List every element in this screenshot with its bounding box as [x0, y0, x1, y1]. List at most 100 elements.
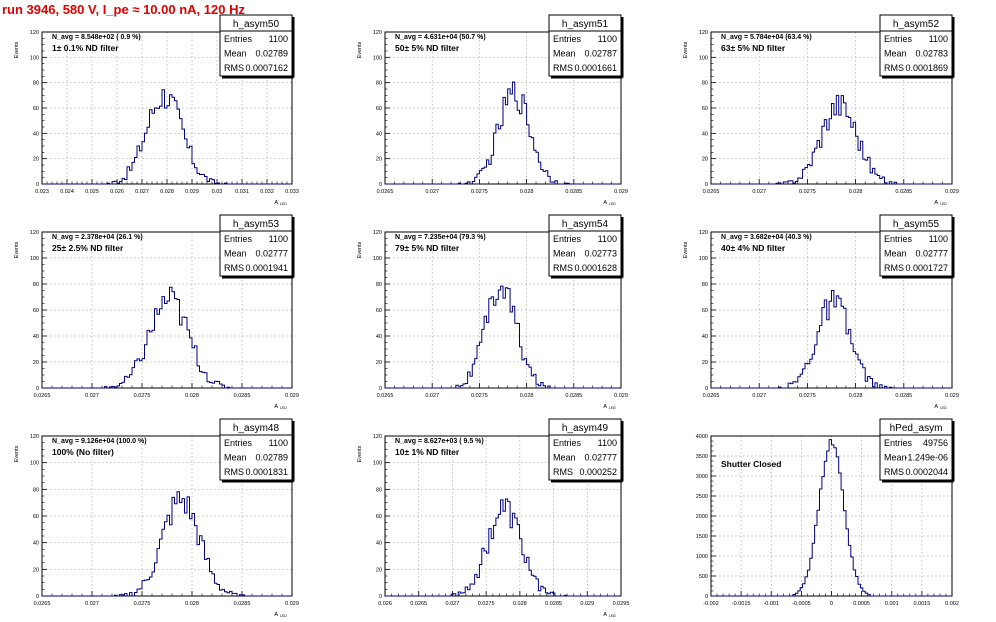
y-tick-label: 60 [376, 308, 382, 314]
x-tick-label: 0.0285 [565, 189, 582, 195]
y-tick-label: 20 [33, 567, 39, 573]
stats-value: 0.000252 [579, 467, 617, 477]
x-axis-label: A [274, 404, 278, 410]
stats-value: 1100 [929, 34, 948, 44]
stats-key: RMS [224, 467, 244, 477]
stats-key: Entries [224, 34, 253, 44]
x-tick-label: 0.029 [580, 601, 594, 607]
y-tick-label: 0 [379, 182, 382, 188]
stats-key: Mean [884, 249, 907, 259]
stats-key: RMS [224, 63, 244, 73]
x-tick-label: 0.027 [425, 393, 439, 399]
y-tick-label: 0 [705, 386, 708, 392]
stats-box [548, 418, 622, 481]
x-tick-label: 0.001 [885, 601, 899, 607]
y-tick-label: 100 [373, 256, 382, 262]
x-tick-label: 0.028 [520, 189, 534, 195]
y-tick-label: 20 [376, 360, 382, 366]
filter-label: 63± 5% ND filter [721, 43, 786, 53]
y-tick-label: 120 [699, 30, 708, 36]
x-tick-label: 0.0285 [234, 393, 251, 399]
stats-value: 1100 [929, 234, 948, 244]
stats-key: Entries [553, 34, 582, 44]
y-tick-label: 40 [33, 131, 39, 137]
stats-value: 0.0002044 [905, 467, 948, 477]
stats-key: Entries [224, 438, 253, 448]
stats-value: 0.02789 [255, 453, 288, 463]
stats-value: 0.02773 [584, 249, 617, 259]
stats-value: 0.02783 [915, 49, 948, 59]
y-tick-label: 0 [705, 594, 708, 600]
x-tick-label: 0.0275 [799, 393, 816, 399]
x-tick-label: 0.0265 [34, 393, 51, 399]
x-axis-label-sub: LED [280, 406, 287, 410]
x-tick-label: 0.027 [85, 393, 99, 399]
navg-text: N_avg = 9.126e+04 (100.0 %) [52, 438, 147, 445]
stats-value: 0.0001831 [245, 467, 288, 477]
y-tick-label: 0 [379, 386, 382, 392]
x-tick-label: 0.029 [285, 393, 299, 399]
histogram-line [385, 81, 621, 185]
y-tick-label: 1000 [696, 554, 708, 560]
y-axis-label: Events [683, 241, 689, 258]
x-tick-label: 0.0265 [34, 601, 51, 607]
y-tick-label: 20 [376, 567, 382, 573]
filter-label: 50± 5% ND filter [395, 43, 460, 53]
x-tick-label: -0.0015 [732, 601, 751, 607]
x-tick-label: 0.027 [135, 189, 149, 195]
x-tick-label: 0.0275 [134, 393, 151, 399]
x-tick-label: 0.026 [378, 601, 392, 607]
stats-title: h_asym55 [893, 219, 940, 230]
y-tick-label: 100 [30, 461, 39, 467]
y-tick-label: 120 [30, 434, 39, 440]
y-tick-label: 100 [30, 55, 39, 61]
histogram-panel-h_asym52: 0.0265 0.027 0.0275 0.028 0.0285 0.029 0 20 40 60… [683, 14, 959, 206]
stats-value: 1100 [598, 438, 617, 448]
histogram-line [711, 94, 952, 185]
x-tick-label: 0.0275 [471, 189, 488, 195]
x-axis-label-sub: LED [940, 202, 947, 206]
x-tick-label: 0.027 [752, 393, 766, 399]
y-tick-label: 40 [702, 334, 708, 340]
stats-key: Mean [553, 453, 576, 463]
y-tick-label: 80 [702, 282, 708, 288]
navg-text: N_avg = 8.627e+03 ( 9.5 %) [395, 438, 484, 445]
y-tick-label: 120 [30, 30, 39, 36]
stats-key: RMS [884, 263, 904, 273]
x-tick-label: 0.028 [160, 189, 174, 195]
y-tick-label: 80 [33, 282, 39, 288]
stats-key: RMS [553, 263, 573, 273]
histogram-line [385, 498, 621, 597]
x-tick-label: 0.0015 [913, 601, 930, 607]
x-tick-label: 0.028 [185, 601, 199, 607]
stats-key: RMS [884, 467, 904, 477]
stats-value: 0.0001941 [245, 263, 288, 273]
x-tick-label: 0.028 [849, 189, 863, 195]
stats-key: Mean [884, 49, 907, 59]
stats-value: 49756 [923, 438, 948, 448]
stats-key: Mean [884, 453, 907, 463]
histogram-panel-h_asym54: 0.0265 0.027 0.0275 0.028 0.0285 0.029 0 20 40 60… [357, 214, 628, 410]
x-tick-label: -0.002 [703, 601, 719, 607]
histogram-panel-h_asym48: 0.0265 0.027 0.0275 0.028 0.0285 0.029 0 20 40 60… [14, 418, 299, 618]
histogram-panel-h_asym49: 0.026 0.0265 0.027 0.0275 0.028 0.0285 0.029 0.… [357, 418, 629, 618]
x-tick-label: 0.023 [35, 189, 49, 195]
y-tick-label: 0 [36, 182, 39, 188]
stats-box [879, 418, 953, 481]
y-axis-label: Events [14, 241, 20, 258]
x-tick-label: 0.0285 [895, 189, 912, 195]
x-tick-label: 0.024 [60, 189, 74, 195]
y-tick-label: 60 [702, 106, 708, 112]
navg-text: N_avg = 5.784e+04 (63.4 %) [721, 34, 812, 41]
y-tick-label: 120 [30, 230, 39, 236]
histogram-line [42, 491, 292, 597]
stats-box [879, 14, 953, 77]
y-axis-label: Events [683, 41, 689, 58]
stats-box [548, 14, 622, 77]
stats-value: 1100 [598, 34, 617, 44]
stats-value: 1100 [598, 234, 617, 244]
stats-value: 0.02787 [584, 49, 617, 59]
stats-value: 0.0001727 [905, 263, 948, 273]
y-tick-label: 0 [36, 594, 39, 600]
x-tick-label: 0.028 [185, 393, 199, 399]
